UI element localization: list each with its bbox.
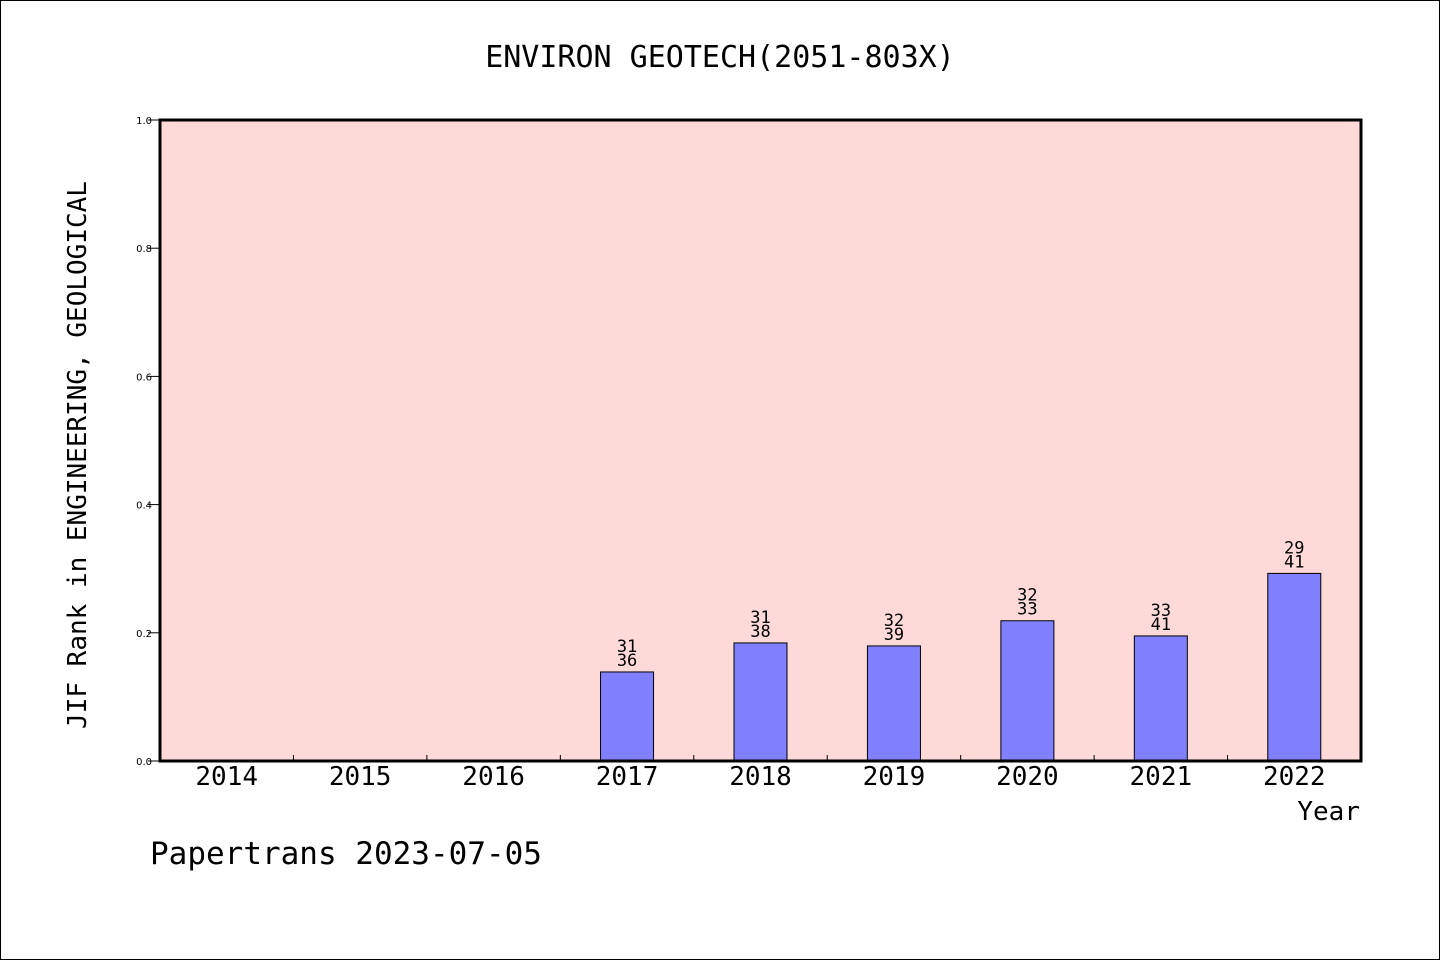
- bar-2020: [1000, 620, 1055, 762]
- bar-label-rank: 31: [617, 637, 637, 657]
- x-tick-label: 2022: [1263, 762, 1326, 792]
- bar-2018: [733, 642, 788, 762]
- bar-2021: [1133, 635, 1188, 762]
- x-tick-label: 2021: [1130, 762, 1193, 792]
- bar-label-total: 41: [1284, 552, 1304, 572]
- x-tick-label: 2020: [996, 762, 1059, 792]
- bar-label-total: 38: [750, 622, 770, 642]
- bar-label-rank: 32: [884, 611, 904, 631]
- y-tick-label: 0.8: [136, 244, 152, 255]
- y-tick-label: 0.4: [136, 501, 152, 512]
- bar-label-rank: 32: [1017, 586, 1037, 606]
- x-tick-label: 2018: [729, 762, 792, 792]
- bar-2019: [866, 645, 921, 762]
- y-tick-label: 0.2: [136, 629, 152, 640]
- y-tick-label: 0.0: [136, 757, 152, 768]
- bar-series: [600, 572, 1322, 762]
- bar-label-rank: 29: [1284, 538, 1304, 558]
- x-tick-label: 2015: [329, 762, 392, 792]
- plot-border: [158, 118, 1363, 763]
- y-tick-label: 1.0: [136, 116, 152, 127]
- bar-label-total: 36: [617, 651, 637, 671]
- bar-label-rank: 33: [1151, 601, 1171, 621]
- y-tick-label: 0.6: [136, 372, 152, 383]
- chart-title: ENVIRON GEOTECH(2051-803X): [485, 40, 955, 75]
- footer-credit: Papertrans 2023-07-05: [150, 836, 542, 872]
- bar-2017: [600, 671, 655, 762]
- y-axis-label: JIF Rank in ENGINEERING, GEOLOGICAL: [63, 181, 93, 729]
- bar-label-rank: 31: [750, 608, 770, 628]
- bar-label-total: 39: [884, 625, 904, 645]
- x-axis: 2014 2015 2016 2017 2018 2019 2020 2021 2022: [195, 755, 1326, 792]
- x-tick-label: 2014: [195, 762, 258, 792]
- x-axis-label: Year: [1297, 797, 1360, 827]
- bar-label-total: 41: [1151, 615, 1171, 635]
- y-axis: 0.0 0.2 0.4 0.6 0.8 1.0: [136, 116, 160, 768]
- x-tick-label: 2017: [596, 762, 659, 792]
- x-tick-label: 2016: [462, 762, 525, 792]
- x-tick-label: 2019: [863, 762, 926, 792]
- bar-2022: [1267, 572, 1322, 762]
- bar-label-total: 33: [1017, 600, 1037, 620]
